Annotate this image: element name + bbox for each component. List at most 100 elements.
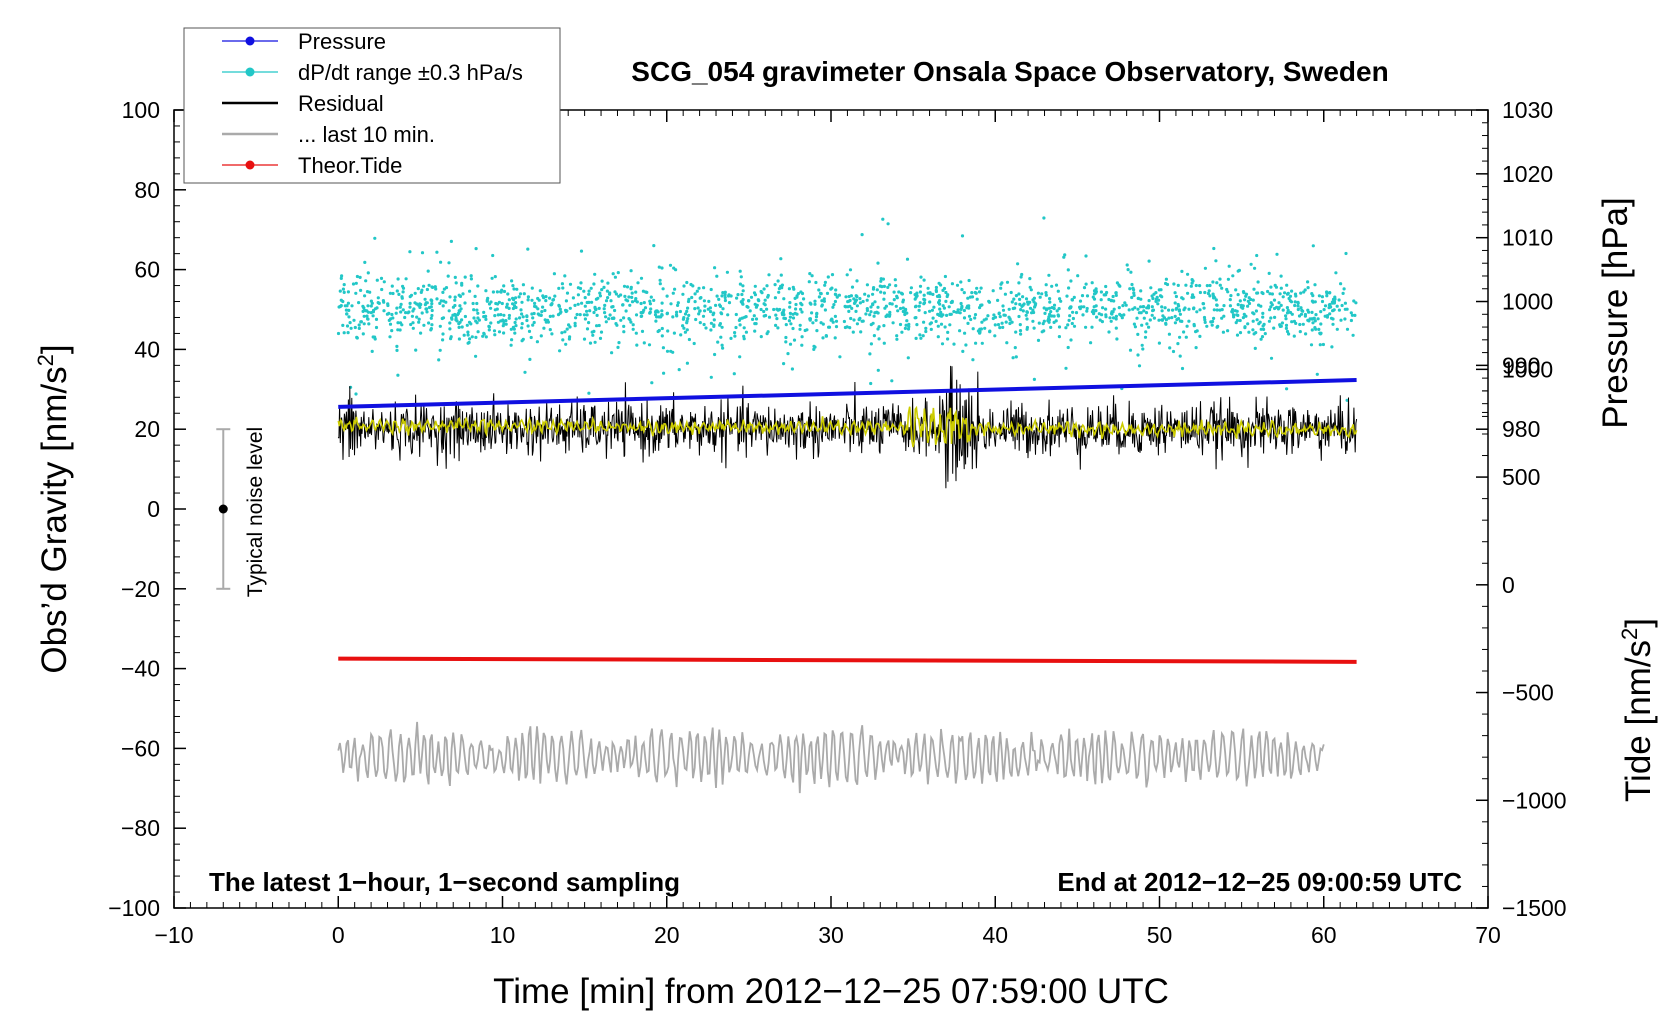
dpdt-point — [975, 286, 979, 290]
dpdt-point — [1349, 311, 1353, 315]
dpdt-point — [1241, 306, 1245, 310]
dpdt-point — [1011, 356, 1015, 360]
dpdt-point — [702, 286, 706, 290]
dpdt-point — [955, 283, 960, 287]
dpdt-point — [514, 324, 518, 328]
dpdt-point — [641, 289, 646, 293]
dpdt-point — [1111, 294, 1115, 299]
dpdt-point — [1273, 315, 1277, 319]
dpdt-point — [815, 311, 819, 315]
dpdt-point — [1156, 302, 1160, 306]
dpdt-point — [1157, 318, 1161, 322]
dpdt-point — [1028, 285, 1032, 289]
dpdt-point — [336, 331, 341, 336]
dpdt-point — [512, 287, 516, 291]
dpdt-point — [502, 284, 506, 288]
dpdt-point — [568, 325, 572, 329]
dpdt-point — [725, 270, 730, 274]
dpdt-point — [1160, 318, 1164, 322]
dpdt-point — [650, 381, 654, 385]
dpdt-point — [906, 327, 911, 331]
dpdt-point — [1070, 321, 1074, 326]
dpdt-point — [888, 310, 892, 314]
dpdt-point — [1344, 251, 1348, 256]
dpdt-point — [822, 297, 826, 301]
dpdt-point — [1251, 328, 1255, 332]
dpdt-point — [359, 320, 363, 324]
x-tick-label: 50 — [1147, 922, 1173, 948]
dpdt-point — [468, 337, 472, 341]
dpdt-point — [395, 289, 399, 293]
dpdt-point — [529, 335, 533, 340]
dpdt-point — [1021, 303, 1025, 307]
dpdt-point — [1005, 280, 1010, 284]
dpdt-point — [978, 330, 982, 334]
dpdt-point — [474, 319, 478, 323]
dpdt-point — [1212, 246, 1216, 251]
dpdt-point — [1296, 304, 1300, 308]
dpdt-point — [721, 307, 725, 311]
dpdt-point — [496, 302, 500, 306]
dpdt-point — [685, 361, 690, 365]
dpdt-point — [832, 303, 836, 307]
dpdt-point — [733, 331, 737, 335]
dpdt-point — [408, 301, 412, 305]
dpdt-point — [944, 299, 948, 303]
dpdt-point — [848, 326, 852, 330]
dpdt-point — [500, 301, 504, 306]
dpdt-point — [1028, 277, 1032, 281]
dpdt-point — [1328, 291, 1332, 295]
dpdt-point — [606, 281, 610, 285]
dpdt-point — [1042, 306, 1046, 310]
dpdt-point — [1017, 281, 1021, 285]
dpdt-point — [1321, 342, 1325, 347]
dpdt-point — [1317, 327, 1321, 331]
dpdt-point — [1007, 307, 1011, 311]
dpdt-point — [934, 288, 938, 292]
dpdt-point — [1041, 322, 1045, 326]
dpdt-point — [854, 309, 858, 313]
dpdt-point — [918, 284, 923, 288]
dpdt-point — [463, 314, 467, 319]
dpdt-point — [430, 308, 434, 313]
dpdt-point — [487, 328, 491, 332]
dpdt-point — [1010, 300, 1014, 304]
dpdt-point — [741, 284, 745, 288]
dpdt-point — [1094, 291, 1098, 295]
dpdt-point — [1137, 364, 1142, 368]
left-tick-label: −20 — [121, 576, 160, 602]
dpdt-point — [423, 303, 427, 307]
dpdt-point — [627, 295, 631, 299]
tide-axis-label-main: Tide [nm/s — [1619, 640, 1658, 802]
dpdt-point — [1241, 316, 1245, 320]
dpdt-point — [1063, 253, 1067, 257]
dpdt-point — [1216, 324, 1220, 328]
dpdt-point — [1044, 293, 1048, 297]
dpdt-point — [876, 368, 880, 372]
dpdt-point — [1332, 301, 1336, 305]
dpdt-point — [718, 322, 723, 326]
dpdt-point — [1082, 286, 1087, 290]
dpdt-point — [675, 314, 679, 318]
dpdt-point — [1056, 289, 1060, 293]
dpdt-point — [346, 301, 350, 305]
dpdt-point — [709, 375, 713, 379]
dpdt-point — [388, 335, 392, 339]
dpdt-point — [1056, 313, 1060, 317]
dpdt-point — [457, 293, 461, 297]
dpdt-point — [939, 322, 944, 326]
dpdt-point — [1163, 306, 1167, 310]
dpdt-point — [622, 324, 626, 328]
dpdt-point — [798, 327, 802, 331]
dpdt-point — [738, 282, 743, 286]
dpdt-point — [1152, 316, 1156, 320]
dpdt-point — [687, 313, 691, 317]
dpdt-point — [780, 283, 785, 287]
dpdt-point — [871, 292, 875, 296]
dpdt-point — [1243, 325, 1247, 329]
dpdt-point — [373, 307, 377, 311]
dpdt-point — [1146, 306, 1151, 310]
dpdt-point — [395, 348, 399, 352]
dpdt-point — [430, 302, 434, 306]
dpdt-point — [1141, 305, 1146, 309]
